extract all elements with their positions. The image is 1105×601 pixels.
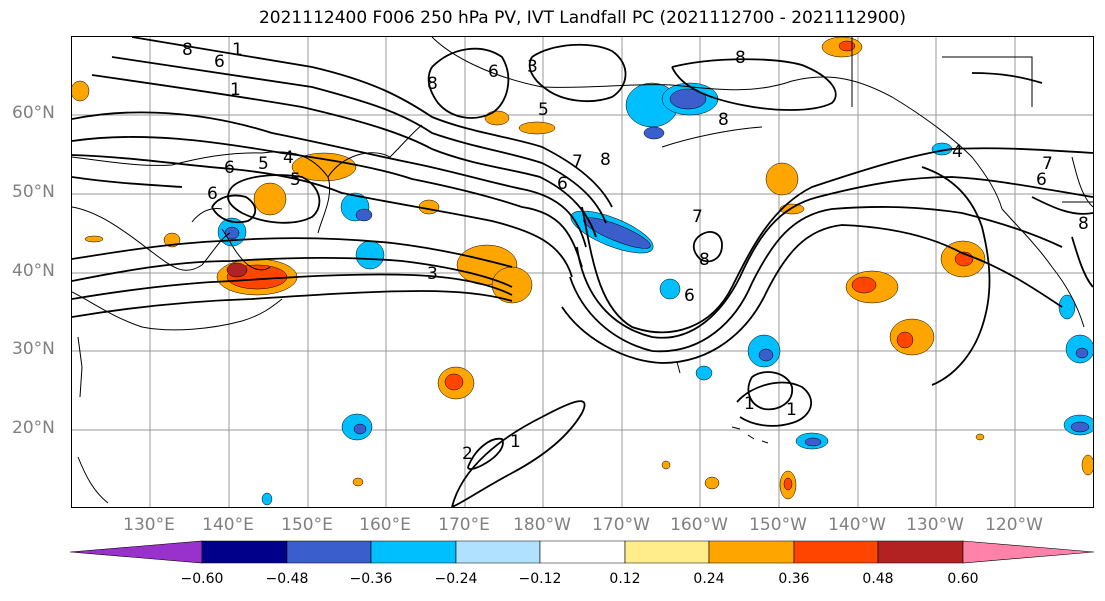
longitude-label: 150°W [749, 515, 807, 535]
contour-label: 1 [232, 40, 243, 60]
colorbar-tick-label: 0.24 [693, 571, 725, 587]
latitude-label: 60°N [12, 103, 55, 123]
colorbar [70, 540, 1095, 564]
contour-label: 6 [207, 184, 218, 204]
contour-label: 2 [462, 444, 473, 464]
latitude-label: 40°N [12, 261, 55, 281]
contour-label: 8 [427, 74, 438, 94]
contour-label: 7 [572, 152, 583, 172]
longitude-label: 130°W [906, 515, 964, 535]
contour-label: 4 [283, 148, 294, 168]
colorbar-tick-label: −0.12 [518, 571, 562, 587]
contour-label: 1 [744, 394, 755, 414]
contour-label: 3 [427, 264, 438, 284]
contour-label: 4 [952, 142, 963, 162]
colorbar-tick-label: 0.12 [609, 571, 641, 587]
longitude-label: 150°E [281, 515, 333, 535]
contour-label: 1 [786, 400, 797, 420]
map-title: 2021112400 F006 250 hPa PV, IVT Landfall… [258, 8, 906, 28]
contour-label: 7 [1042, 154, 1053, 174]
colorbar-segment [708, 540, 795, 564]
longitude-label: 170°W [592, 515, 650, 535]
longitude-label: 140°W [828, 515, 886, 535]
latitude-label: 20°N [12, 418, 55, 438]
colorbar-tick-label: 0.36 [778, 571, 810, 587]
pv-contours [72, 37, 1093, 507]
coastlines [72, 37, 1093, 504]
contour-label: 8 [735, 48, 746, 68]
colorbar-tick-label: 0.48 [862, 571, 894, 587]
contour-label: 8 [1078, 214, 1089, 234]
contour-label: 5 [290, 170, 301, 190]
colorbar-tick-label: −0.60 [180, 571, 224, 587]
contour-label: 7 [692, 207, 703, 227]
contour-label: 6 [1036, 170, 1047, 190]
longitude-label: 170°E [438, 515, 490, 535]
colorbar-segment [624, 540, 710, 564]
colorbar-tick-label: −0.36 [349, 571, 393, 587]
contour-label: 8 [600, 150, 611, 170]
map-panel: 8 6 1 1 8 6 5 3 8 5 4 6 5 7 6 8 6 3 8 6 … [71, 36, 1094, 508]
colorbar-segment [455, 540, 541, 564]
contour-label: 8 [699, 250, 710, 270]
colorbar-segment [201, 540, 288, 564]
colorbar-segment [539, 540, 626, 564]
contour-label: 6 [224, 158, 235, 178]
colorbar-tick-label: 0.60 [947, 571, 979, 587]
longitude-label: 130°E [123, 515, 175, 535]
longitude-label: 120°W [985, 515, 1043, 535]
contour-label: 6 [214, 52, 225, 72]
colorbar-segment [793, 540, 879, 564]
colorbar-segment [877, 540, 964, 564]
contour-label: 6 [488, 62, 499, 82]
colorbar-tick-label: −0.24 [434, 571, 478, 587]
contour-label: 1 [510, 432, 521, 452]
map-canvas: 8 6 1 1 8 6 5 3 8 5 4 6 5 7 6 8 6 3 8 6 … [72, 37, 1093, 507]
latitude-label: 30°N [12, 339, 55, 359]
latitude-label: 50°N [12, 182, 55, 202]
colorbar-segment [70, 540, 203, 564]
longitude-label: 140°E [202, 515, 254, 535]
contour-label: 8 [182, 40, 193, 60]
contour-label: 5 [258, 154, 269, 174]
colorbar-segment [962, 540, 1095, 564]
contour-labels: 8 6 1 1 8 6 5 3 8 5 4 6 5 7 6 8 6 3 8 6 … [182, 40, 1089, 464]
longitude-label: 160°E [359, 515, 411, 535]
contour-label: 5 [538, 100, 549, 120]
contour-label: 3 [527, 57, 538, 77]
contour-label: 6 [557, 174, 568, 194]
colorbar-tick-label: −0.48 [265, 571, 309, 587]
contour-label: 6 [684, 286, 695, 306]
contour-label: 8 [718, 110, 729, 130]
ivt-shading [72, 37, 1093, 506]
contour-label: 1 [230, 80, 241, 100]
longitude-label: 160°W [670, 515, 728, 535]
colorbar-segment [370, 540, 457, 564]
colorbar-segment [286, 540, 372, 564]
longitude-label: 180°W [513, 515, 571, 535]
